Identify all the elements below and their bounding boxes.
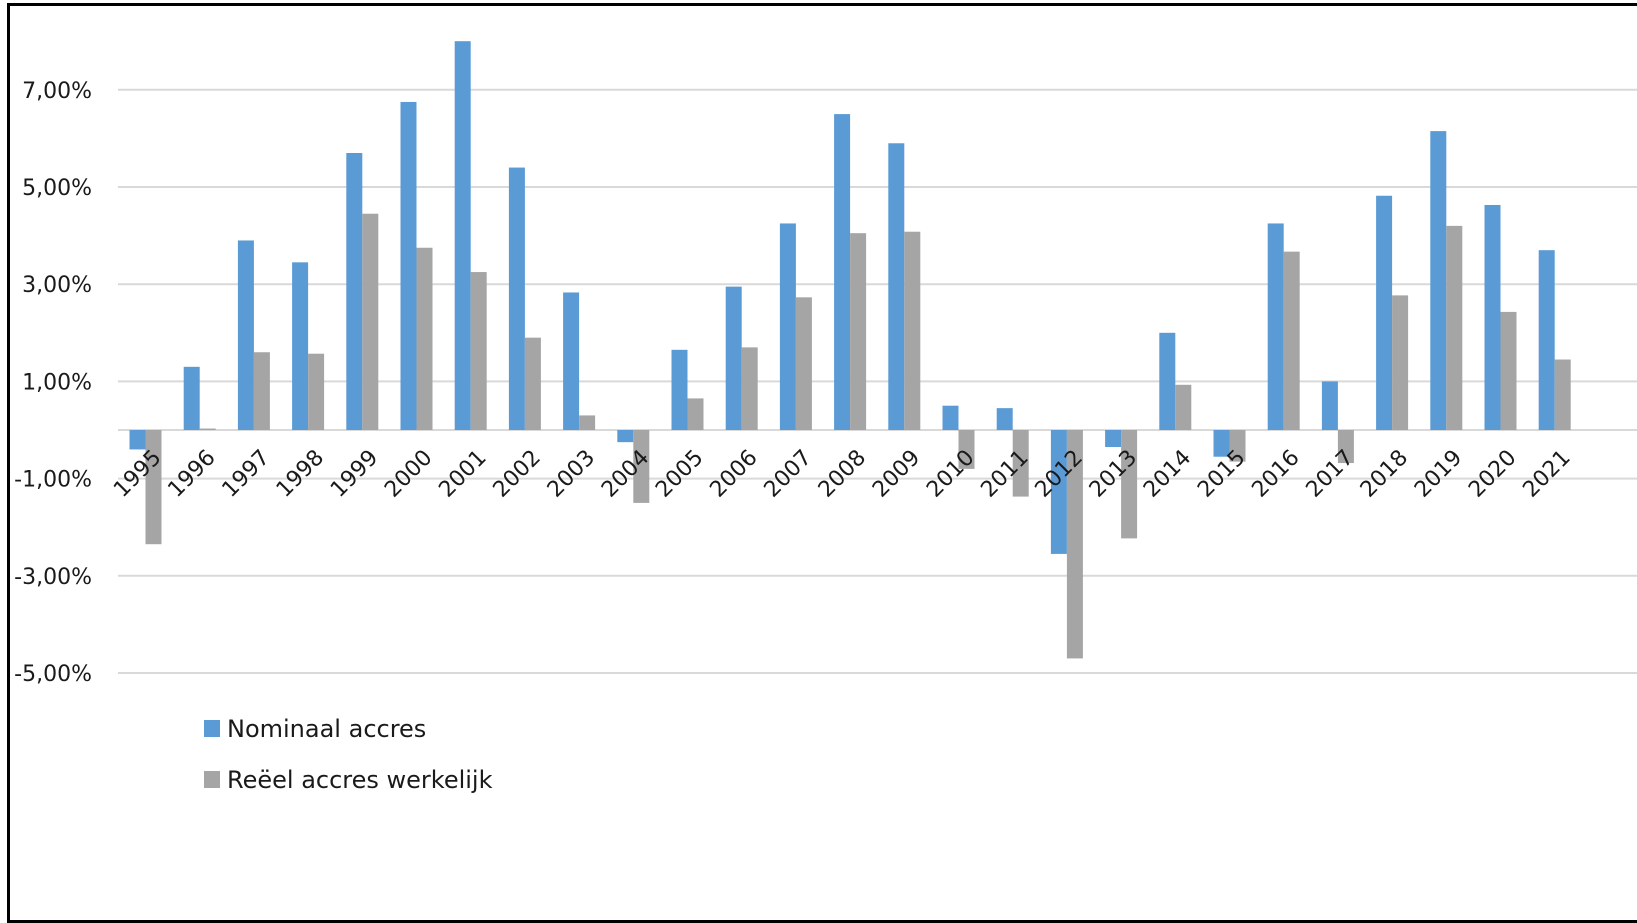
y-axis-tick-labels: 7,00% 5,00% 3,00% 1,00% -1,00% -3,00% -5,00% (14, 79, 92, 687)
bar-nominaal-1997 (237, 240, 254, 430)
x-tick-label: 2002 (489, 445, 546, 502)
x-tick-label: 2018 (1356, 445, 1413, 502)
bar-reeel-2014 (1175, 384, 1192, 430)
bar-reeel-2007 (795, 297, 812, 430)
bar-reeel-2004 (633, 430, 650, 503)
x-tick-label: 2000 (380, 445, 437, 502)
gridlines (118, 88, 1637, 674)
x-tick-label: 2008 (814, 445, 871, 502)
x-tick-label: 2005 (651, 445, 708, 502)
bar-reeel-2013 (1121, 430, 1138, 539)
bar-nominaal-2016 (1267, 223, 1284, 430)
x-tick-label: 2019 (1410, 445, 1467, 502)
x-tick-label: 2001 (434, 445, 491, 502)
x-tick-label: 1998 (272, 445, 329, 502)
bar-reeel-2017 (1337, 430, 1354, 464)
bar-nominaal-2002 (508, 167, 525, 430)
bar-reeel-2016 (1283, 251, 1300, 430)
bar-reeel-2003 (579, 415, 596, 430)
bar-nominaal-2017 (1321, 381, 1338, 430)
y-tick-label: 5,00% (22, 176, 92, 201)
x-tick-label: 1996 (163, 445, 220, 502)
y-tick-label: -5,00% (14, 662, 92, 687)
x-tick-label: 2009 (868, 445, 925, 502)
bars (129, 41, 1571, 659)
x-tick-label: 1999 (326, 445, 383, 502)
bar-reeel-1997 (253, 352, 270, 430)
y-tick-label: 1,00% (22, 370, 92, 395)
legend-swatch-nominaal (204, 720, 220, 737)
bar-reeel-1999 (362, 213, 379, 430)
bar-nominaal-2015 (1213, 430, 1230, 457)
legend-label-nominaal: Nominaal accres (227, 715, 426, 743)
x-tick-label: 2006 (705, 445, 762, 502)
bar-nominaal-2007 (779, 223, 796, 430)
bar-nominaal-2019 (1430, 131, 1447, 431)
legend-label-reeel: Reëel accres werkelijk (227, 766, 493, 794)
x-tick-label: 2014 (1139, 445, 1196, 502)
bar-reeel-1995 (145, 430, 162, 545)
bar-reeel-2002 (524, 337, 541, 430)
bar-nominaal-1998 (292, 262, 309, 430)
bar-nominaal-2006 (725, 286, 742, 430)
legend-swatch-reeel (204, 771, 220, 788)
bar-reeel-2018 (1392, 295, 1409, 430)
x-axis-category-labels: 1995199619971998199920002001200220032004… (109, 445, 1575, 502)
bar-nominaal-2004 (617, 430, 634, 443)
bar-nominaal-2013 (1105, 430, 1122, 448)
bar-nominaal-1999 (346, 152, 363, 431)
bar-reeel-2006 (741, 347, 758, 430)
bar-nominaal-2008 (834, 114, 851, 430)
bar-nominaal-2014 (1159, 332, 1176, 430)
bar-reeel-1996 (199, 428, 216, 430)
bar-nominaal-2009 (888, 143, 905, 430)
bar-nominaal-2021 (1538, 250, 1555, 430)
bar-reeel-2011 (1012, 430, 1029, 497)
x-tick-label: 1997 (218, 445, 275, 502)
y-tick-label: 3,00% (22, 273, 92, 298)
bar-reeel-2019 (1446, 225, 1463, 430)
x-tick-label: 2021 (1518, 445, 1575, 502)
bar-nominaal-2010 (942, 405, 959, 430)
bar-reeel-2001 (470, 272, 487, 430)
x-tick-label: 2020 (1464, 445, 1521, 502)
y-tick-label: -1,00% (14, 468, 92, 493)
bar-nominaal-2020 (1484, 204, 1501, 430)
y-tick-label: -3,00% (14, 565, 92, 590)
bar-reeel-2015 (1229, 430, 1246, 462)
x-tick-label: 2007 (760, 445, 817, 502)
bar-nominaal-1996 (183, 366, 200, 430)
bar-reeel-2000 (416, 247, 433, 430)
bar-nominaal-2003 (563, 292, 580, 430)
bar-nominaal-2005 (671, 349, 688, 430)
bar-nominaal-1995 (129, 430, 146, 450)
bar-nominaal-2012 (1050, 430, 1067, 554)
bar-nominaal-2001 (454, 41, 471, 430)
bar-reeel-2021 (1554, 359, 1571, 430)
x-tick-label: 2003 (543, 445, 600, 502)
bar-nominaal-2018 (1376, 195, 1393, 430)
bar-nominaal-2000 (400, 101, 417, 430)
bar-reeel-2010 (958, 430, 975, 469)
bar-reeel-2009 (904, 231, 921, 430)
legend: Nominaal accres Reëel accres werkelijk (204, 715, 493, 794)
bar-reeel-2012 (1066, 430, 1083, 659)
bar-nominaal-2011 (996, 408, 1013, 430)
bar-reeel-2005 (687, 398, 704, 430)
bar-reeel-2008 (850, 233, 867, 430)
y-tick-label: 7,00% (22, 79, 92, 104)
bar-reeel-2020 (1500, 311, 1517, 430)
x-tick-label: 2016 (1247, 445, 1304, 502)
bar-reeel-1998 (308, 353, 325, 430)
